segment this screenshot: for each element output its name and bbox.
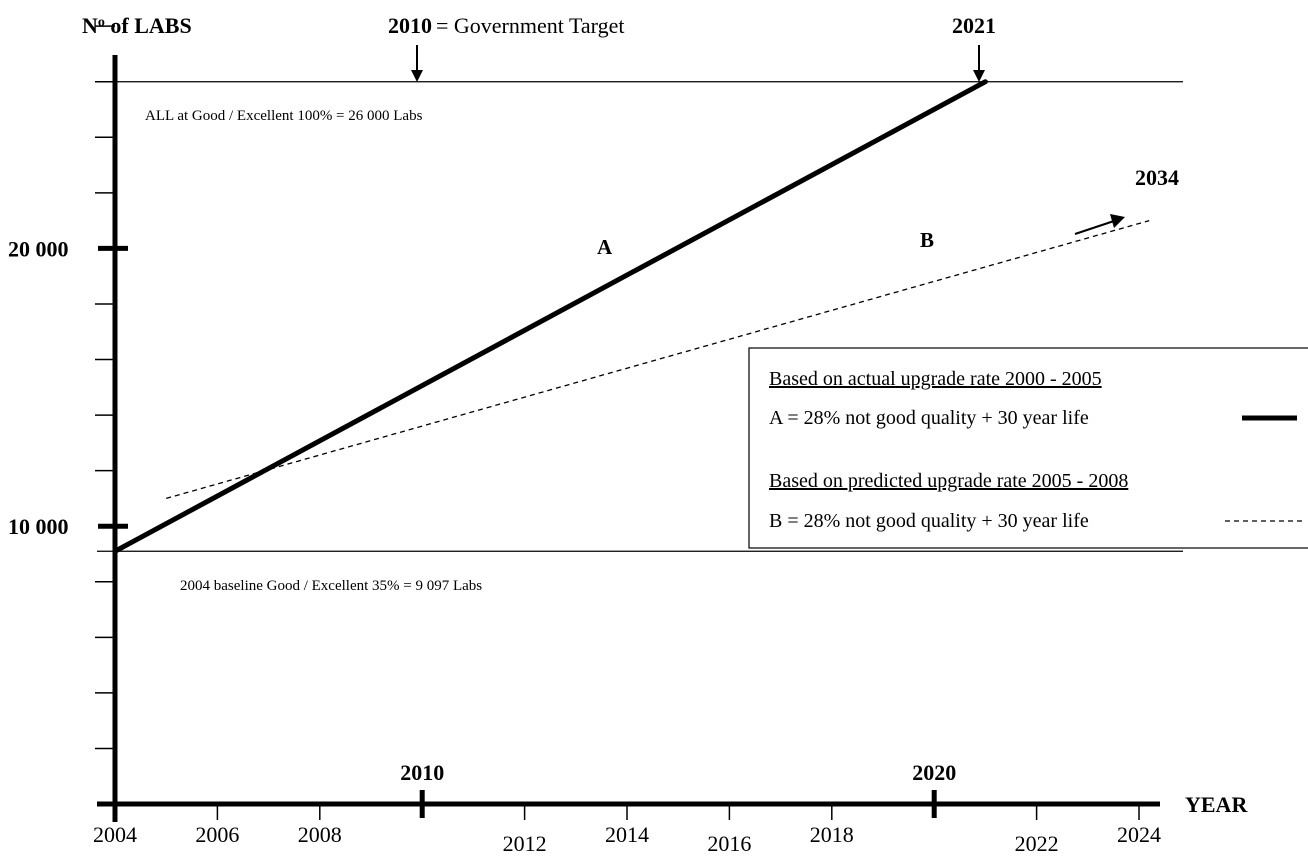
x-tick-label: 2004 [93, 822, 137, 847]
y-axis-title-rest: of LABS [105, 13, 192, 38]
end-b-arrow-shaft [1074, 220, 1115, 235]
y-axis-title: No of LABS [82, 13, 192, 38]
x-tick-label: 2006 [195, 822, 239, 847]
target-arrow-head [411, 70, 423, 82]
series-b-label: B [920, 228, 934, 252]
x-tick-label: 2024 [1117, 822, 1161, 847]
series-line-a [112, 79, 988, 554]
end-a-arrow-head [973, 70, 985, 82]
axes [97, 55, 1160, 822]
y-axis-title-n: N [82, 13, 98, 38]
y-axis-title-sup: o [98, 15, 105, 30]
x-tick-label: 2014 [605, 822, 649, 847]
legend-heading-a: Based on actual upgrade rate 2000 - 2005 [769, 368, 1102, 390]
x-tick-label: 2008 [298, 822, 342, 847]
end-a-label: 2021 [952, 13, 996, 38]
series-a-label: A [597, 235, 613, 259]
y-ticks: 10 000 20 000 [8, 25, 128, 750]
reference-lines [97, 81, 1183, 552]
legend-entry-b: B = 28% not good quality + 30 year life [769, 510, 1089, 532]
legend: Based on actual upgrade rate 2000 - 2005… [748, 347, 1308, 549]
target-text: = Government Target [436, 13, 624, 38]
series-group [112, 79, 1150, 554]
y-tick-label: 10 000 [8, 514, 69, 539]
ref-bottom-label: 2004 baseline Good / Excellent 35% = 9 0… [180, 578, 482, 594]
end-b-arrow-head [1110, 214, 1125, 228]
ref-top-label: ALL at Good / Excellent 100% = 26 000 La… [145, 108, 423, 124]
x-ticks: 2004 2006 2008 2012 2014 2016 2018 2022 2024 2010… [93, 760, 1161, 856]
target-annotation: 2010 = Government Target [388, 13, 624, 38]
legend-box [748, 347, 1308, 549]
x-tick-major-label: 2010 [400, 760, 444, 785]
target-year: 2010 [388, 13, 432, 38]
legend-heading-b: Based on predicted upgrade rate 2005 - 2… [769, 470, 1128, 492]
x-tick-label: 2022 [1015, 831, 1059, 856]
x-tick-major-label: 2020 [912, 760, 956, 785]
y-tick-label: 20 000 [8, 236, 69, 261]
end-b-label: 2034 [1135, 165, 1179, 190]
x-axis-title: YEAR [1185, 792, 1248, 817]
x-tick-label: 2012 [503, 831, 547, 856]
x-tick-label: 2016 [707, 831, 751, 856]
x-tick-label: 2018 [810, 822, 854, 847]
legend-entry-a: A = 28% not good quality + 30 year life [769, 407, 1089, 429]
